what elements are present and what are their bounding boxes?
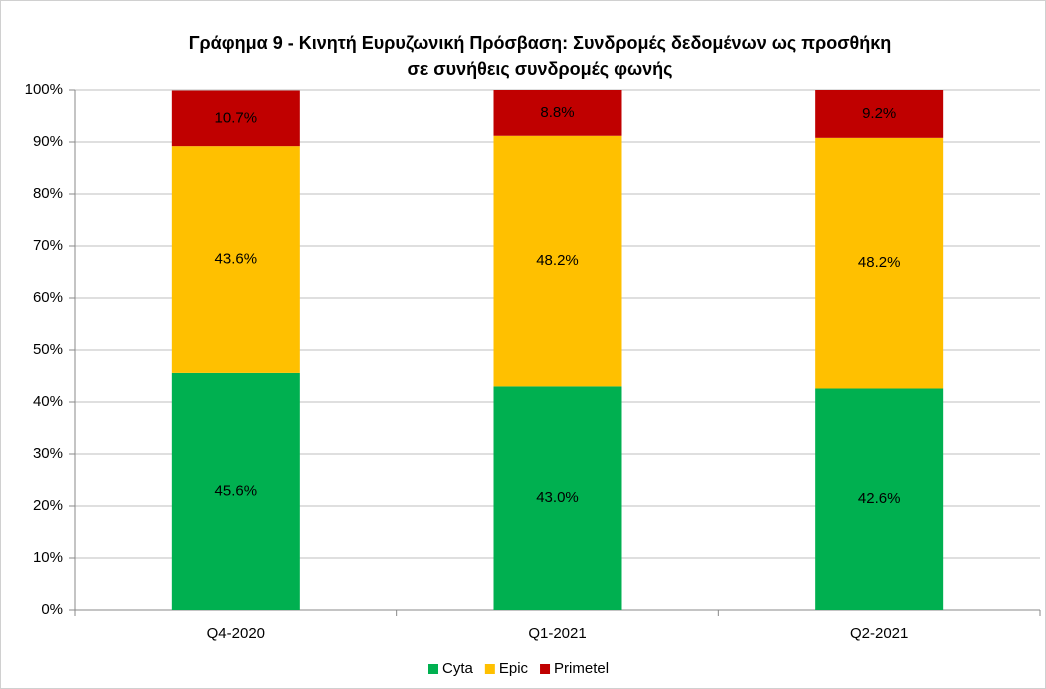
y-tick-label: 80%: [33, 185, 63, 202]
y-tick-label: 100%: [25, 81, 63, 98]
bar-segment: [493, 386, 622, 610]
x-tick-label: Q4-2020: [207, 625, 265, 642]
x-tick-label: Q2-2021: [850, 625, 908, 642]
bar-segment: [493, 90, 622, 136]
bar-segment: [815, 388, 944, 610]
value-label: 43.0%: [536, 489, 579, 506]
bar-segment: [493, 135, 622, 387]
bar-segment: [815, 137, 944, 389]
y-tick-label: 70%: [33, 237, 63, 254]
bar-segment: [171, 372, 300, 610]
legend-swatch: [540, 664, 551, 674]
y-tick-label: 30%: [33, 445, 63, 462]
value-label: 48.2%: [536, 252, 579, 269]
bar-segment: [815, 90, 944, 138]
x-tick-label: Q1-2021: [528, 625, 586, 642]
y-tick-label: 10%: [33, 549, 63, 566]
value-label: 8.8%: [540, 104, 574, 121]
y-tick-label: 60%: [33, 289, 63, 306]
legend-label: Primetel: [554, 660, 609, 677]
value-label: 42.6%: [858, 490, 901, 507]
value-label: 9.2%: [862, 105, 896, 122]
legend-swatch: [484, 664, 495, 674]
value-label: 48.2%: [858, 254, 901, 271]
y-tick-label: 90%: [33, 133, 63, 150]
value-label: 43.6%: [215, 250, 258, 267]
legend-label: Epic: [499, 660, 529, 677]
legend-label: Cyta: [442, 660, 474, 677]
y-tick-label: 50%: [33, 341, 63, 358]
y-tick-label: 0%: [41, 601, 63, 618]
value-label: 45.6%: [215, 482, 258, 499]
chart-title: σε συνήθεις συνδρομές φωνής: [407, 59, 672, 79]
bar-segment: [171, 90, 300, 147]
value-label: 10.7%: [215, 109, 258, 126]
y-tick-label: 40%: [33, 393, 63, 410]
chart-title: Γράφημα 9 - Κινητή Ευρυζωνική Πρόσβαση: …: [189, 33, 892, 54]
y-tick-label: 20%: [33, 497, 63, 514]
bar-segment: [171, 146, 300, 373]
legend-swatch: [428, 664, 438, 674]
